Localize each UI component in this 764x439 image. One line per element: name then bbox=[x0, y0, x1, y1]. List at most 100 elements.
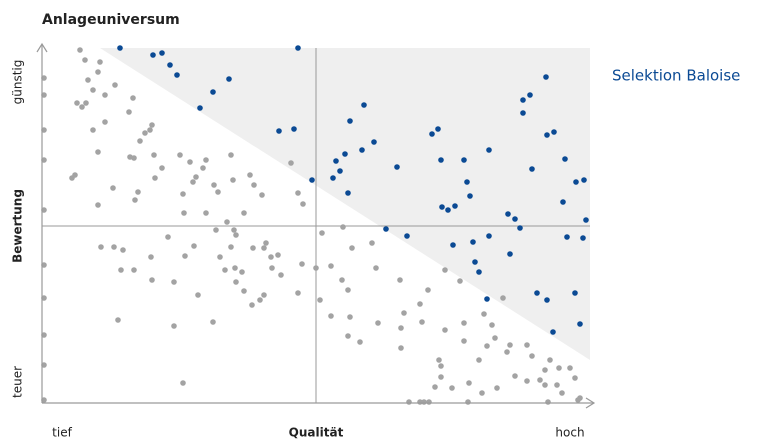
point bbox=[520, 97, 526, 103]
point bbox=[159, 50, 165, 56]
point bbox=[486, 147, 492, 153]
point bbox=[486, 233, 492, 239]
point bbox=[171, 323, 177, 329]
point bbox=[90, 87, 96, 93]
point bbox=[142, 130, 148, 136]
point bbox=[120, 247, 126, 253]
y-axis-label: Bewertung bbox=[11, 189, 25, 263]
point bbox=[342, 151, 348, 157]
point bbox=[137, 138, 143, 144]
point bbox=[484, 343, 490, 349]
point bbox=[512, 216, 518, 222]
point bbox=[98, 244, 104, 250]
point bbox=[449, 385, 455, 391]
point bbox=[527, 92, 533, 98]
point bbox=[472, 259, 478, 265]
point bbox=[82, 57, 88, 63]
point bbox=[580, 235, 586, 241]
point bbox=[79, 104, 85, 110]
point bbox=[517, 225, 523, 231]
point bbox=[504, 349, 510, 355]
point bbox=[268, 254, 274, 260]
point bbox=[295, 190, 301, 196]
point bbox=[445, 207, 451, 213]
point bbox=[151, 152, 157, 158]
point bbox=[95, 202, 101, 208]
point bbox=[583, 217, 589, 223]
point bbox=[213, 227, 219, 233]
point bbox=[191, 243, 197, 249]
selection-area bbox=[100, 48, 590, 360]
point bbox=[339, 277, 345, 283]
point bbox=[543, 74, 549, 80]
point bbox=[500, 295, 506, 301]
point bbox=[295, 290, 301, 296]
point bbox=[494, 385, 500, 391]
point bbox=[406, 399, 412, 405]
point bbox=[398, 325, 404, 331]
x-low-label: tief bbox=[52, 426, 72, 439]
point bbox=[317, 297, 323, 303]
point bbox=[345, 333, 351, 339]
point bbox=[228, 152, 234, 158]
point bbox=[481, 311, 487, 317]
point bbox=[226, 76, 232, 82]
point bbox=[131, 267, 137, 273]
point bbox=[545, 399, 551, 405]
point bbox=[401, 310, 407, 316]
point bbox=[295, 45, 301, 51]
point bbox=[95, 69, 101, 75]
point bbox=[309, 177, 315, 183]
point bbox=[345, 190, 351, 196]
point bbox=[529, 166, 535, 172]
point bbox=[150, 52, 156, 58]
point bbox=[117, 45, 123, 51]
point bbox=[349, 245, 355, 251]
point bbox=[542, 367, 548, 373]
point bbox=[261, 292, 267, 298]
point bbox=[394, 164, 400, 170]
point bbox=[347, 314, 353, 320]
point bbox=[250, 245, 256, 251]
point bbox=[429, 131, 435, 137]
point bbox=[115, 317, 121, 323]
point bbox=[211, 182, 217, 188]
point bbox=[217, 254, 223, 260]
point bbox=[573, 179, 579, 185]
point bbox=[249, 302, 255, 308]
point bbox=[436, 357, 442, 363]
point bbox=[190, 179, 196, 185]
point bbox=[559, 390, 565, 396]
point bbox=[299, 261, 305, 267]
point bbox=[328, 313, 334, 319]
point bbox=[275, 252, 281, 258]
point bbox=[357, 339, 363, 345]
point bbox=[95, 149, 101, 155]
point bbox=[337, 168, 343, 174]
point bbox=[507, 342, 513, 348]
point bbox=[210, 319, 216, 325]
point bbox=[111, 244, 117, 250]
point bbox=[177, 152, 183, 158]
x-axis-label: Qualität bbox=[289, 426, 344, 439]
point bbox=[450, 242, 456, 248]
point bbox=[147, 127, 153, 133]
point bbox=[466, 380, 472, 386]
point bbox=[524, 342, 530, 348]
point bbox=[233, 279, 239, 285]
point bbox=[74, 100, 80, 106]
point bbox=[404, 233, 410, 239]
point bbox=[241, 288, 247, 294]
point bbox=[421, 399, 427, 405]
x-axis-arrow bbox=[585, 397, 596, 409]
point bbox=[572, 290, 578, 296]
point bbox=[152, 175, 158, 181]
point bbox=[461, 338, 467, 344]
point bbox=[398, 345, 404, 351]
point bbox=[149, 277, 155, 283]
point bbox=[159, 165, 165, 171]
point bbox=[371, 139, 377, 145]
point bbox=[560, 199, 566, 205]
point bbox=[200, 165, 206, 171]
point bbox=[165, 234, 171, 240]
